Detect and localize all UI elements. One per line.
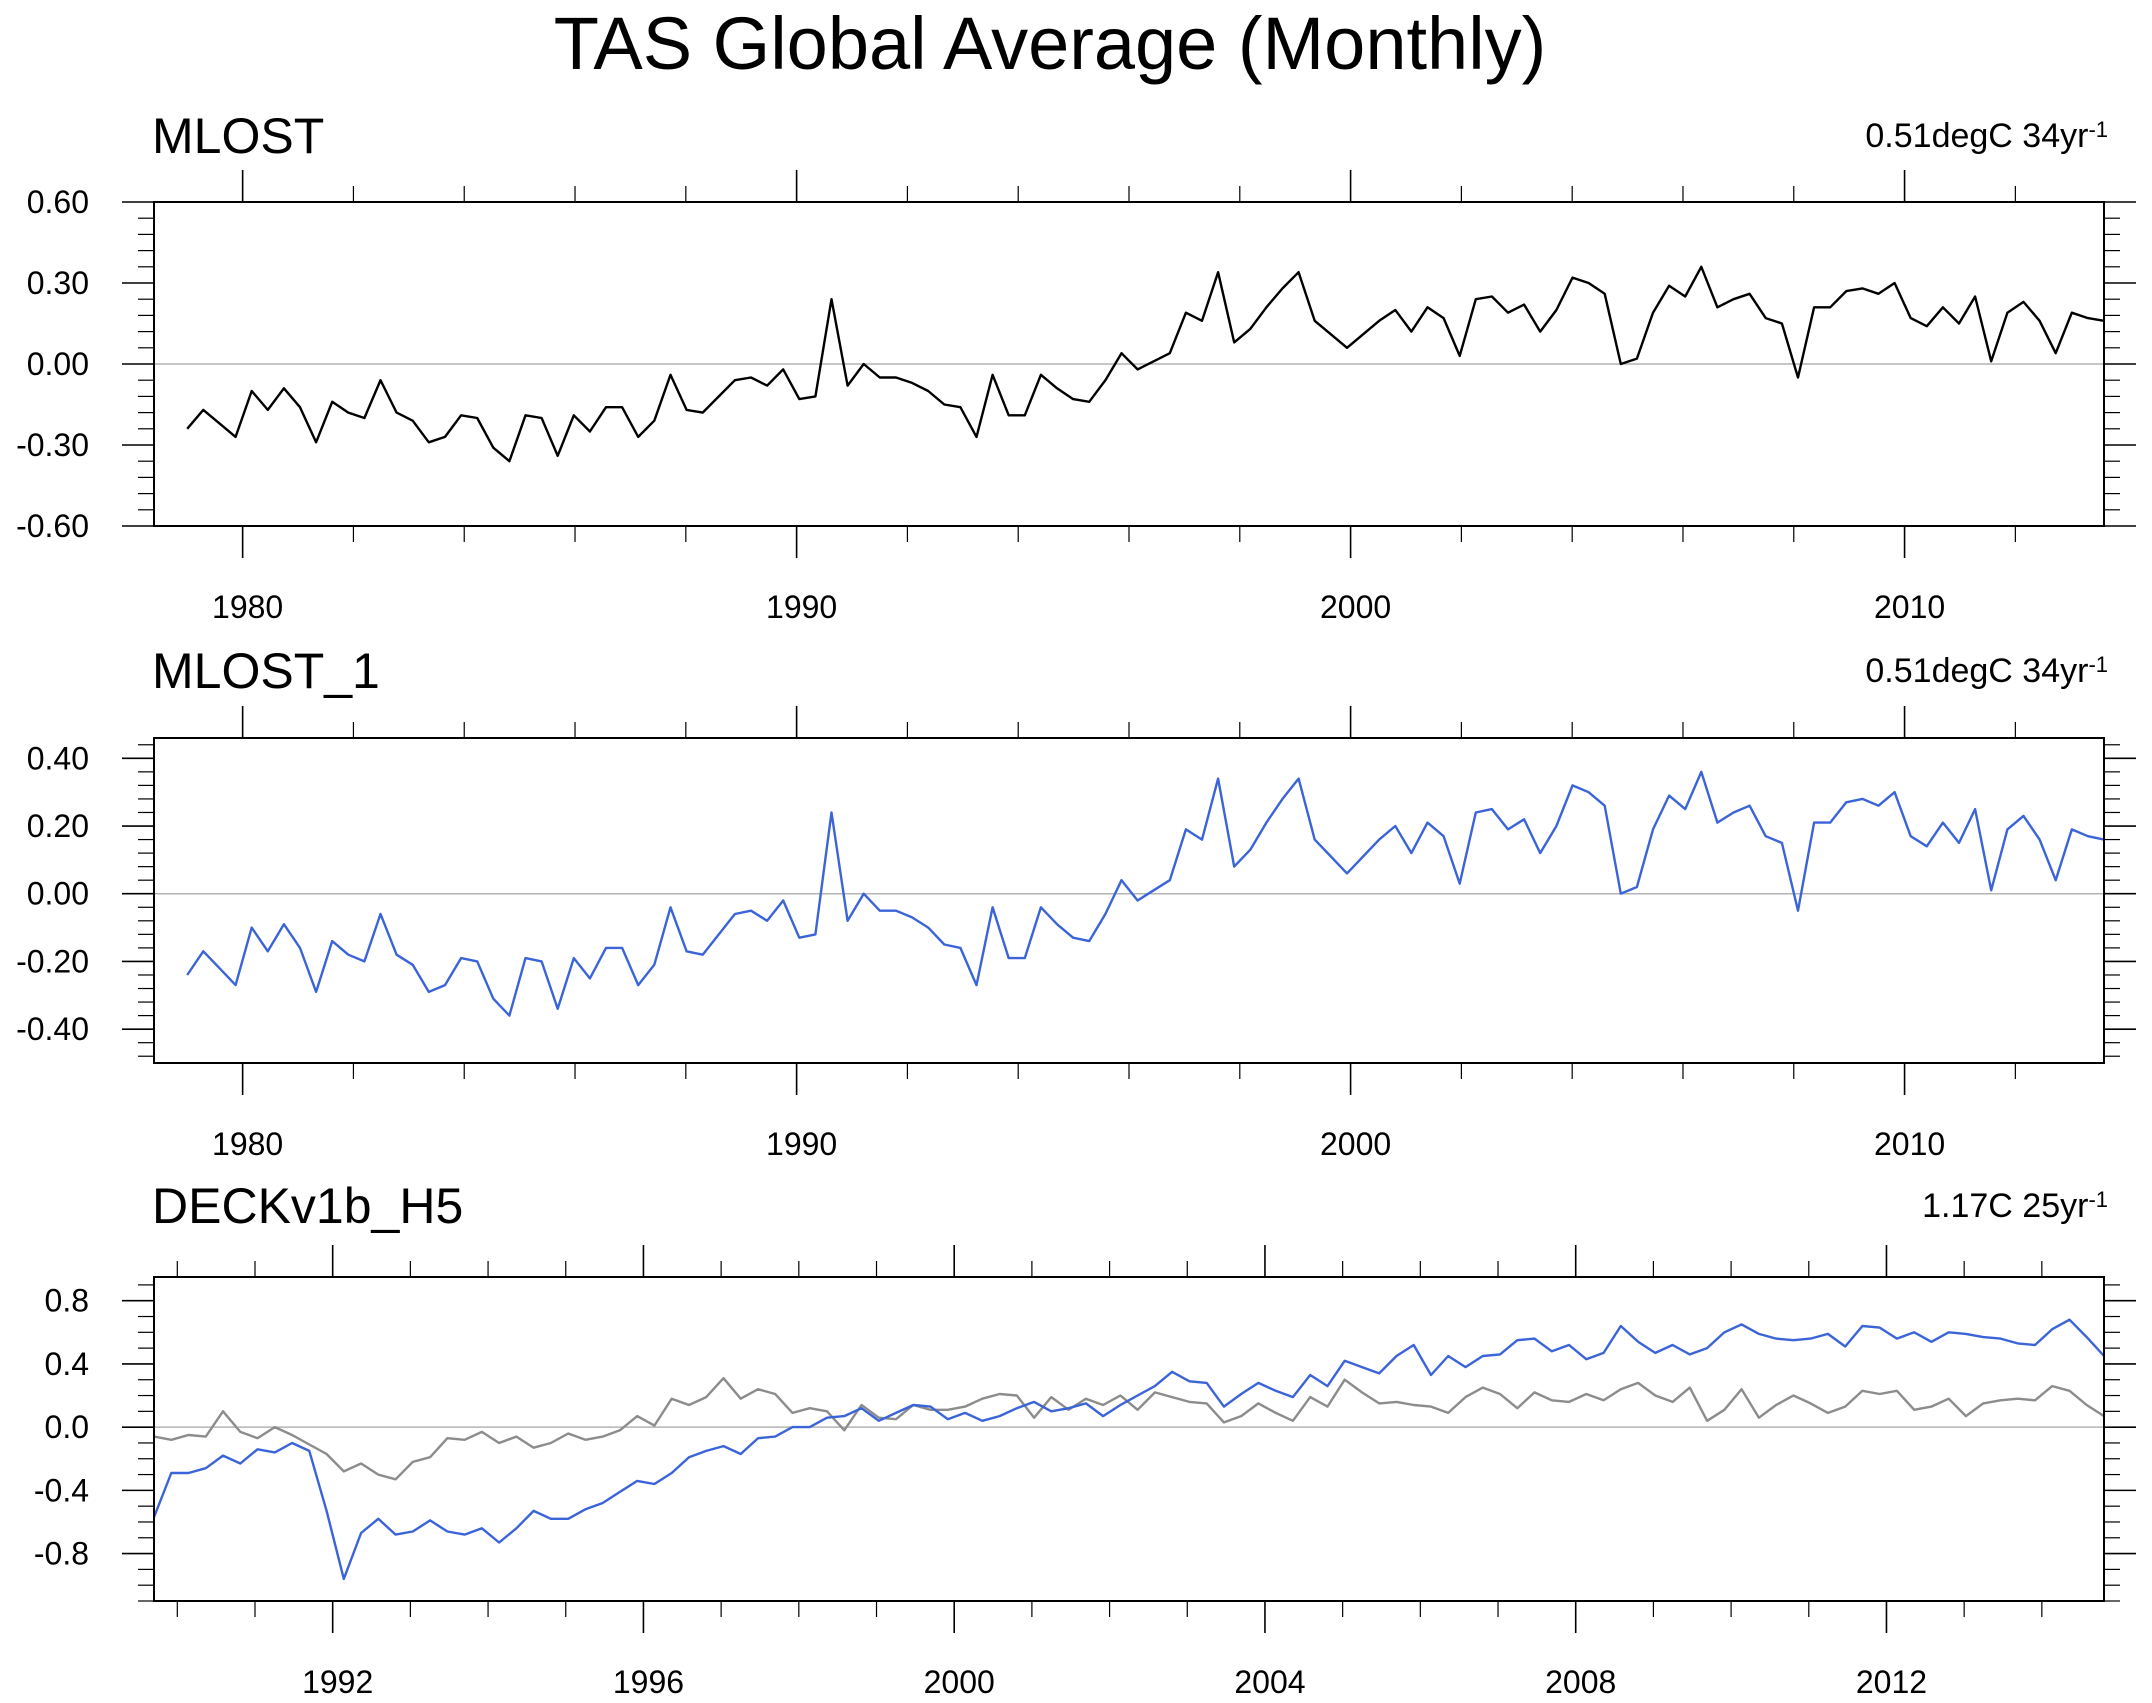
- panel-1-x-tick-label: 1980: [212, 589, 283, 625]
- panel-3-x-tick-label: 1996: [613, 1664, 684, 1700]
- panel-1: -0.60 -0.30 0.00 0.30 0.60 1980 1990 2000 2010: [16, 170, 2136, 625]
- panel-1-x-tick-label: 2010: [1874, 589, 1945, 625]
- panel-3-title: DECKv1b_H5: [152, 1178, 464, 1234]
- panel-3-x-tick-label: 2004: [1234, 1664, 1305, 1700]
- panel-3-trend-sup: -1: [2088, 1187, 2108, 1212]
- panel-2-y-tick-label: -0.20: [16, 943, 89, 979]
- panel-1-axes: -0.60 -0.30 0.00 0.30 0.60 1980 1990 2000 2010: [16, 170, 2136, 625]
- panel-2-trend-sup: -1: [2088, 652, 2108, 677]
- panel-3-x-tick-label: 2012: [1856, 1664, 1927, 1700]
- panel-1-frame: [153, 201, 2105, 527]
- panel-1-y-tick-label: 0.00: [27, 346, 89, 382]
- panel-1-y-tick-label: -0.60: [16, 508, 89, 544]
- panel-3-series-deckv1b-h5: [152, 1318, 2105, 1581]
- panel-2: -0.40 -0.20 0.00 0.20 0.40 1980 1990 2000 2010: [16, 706, 2136, 1162]
- panel-2-axes: -0.40 -0.20 0.00 0.20 0.40 1980 1990 2000 2010: [16, 706, 2136, 1162]
- panel-1-title: MLOST: [152, 108, 325, 164]
- panel-2-y-tick-label: -0.40: [16, 1011, 89, 1047]
- panel-3-trend-label: 1.17C 25yr-1: [1922, 1186, 2108, 1226]
- panel-2-x-tick-label: 1990: [766, 1126, 837, 1162]
- panel-1-trend-label: 0.51degC 34yr-1: [1865, 116, 2108, 156]
- panel-1-y-tick-label: 0.30: [27, 265, 89, 301]
- panel-3-y-tick-label: 0.4: [45, 1346, 89, 1382]
- panel-2-series-mlost-1: [186, 770, 2105, 1017]
- panel-2-trend-text: 0.51degC 34yr: [1865, 652, 2089, 690]
- panel-2-y-tick-label: 0.00: [27, 876, 89, 912]
- panel-1-trend-sup: -1: [2088, 117, 2108, 142]
- panel-2-x-tick-label: 2000: [1320, 1126, 1391, 1162]
- panel-2-y-tick-label: 0.20: [27, 808, 89, 844]
- panel-1-x-tick-label: 1990: [766, 589, 837, 625]
- panel-3-trend-text: 1.17C 25yr: [1922, 1187, 2089, 1225]
- panel-3-y-tick-label: 0.8: [45, 1283, 89, 1319]
- panel-2-x-tick-label: 2010: [1874, 1126, 1945, 1162]
- panel-3-y-tick-label: -0.4: [34, 1472, 89, 1508]
- panel-1-y-tick-label: 0.60: [27, 184, 89, 220]
- panel-3-frame: [153, 1276, 2105, 1602]
- panel-3-y-tick-label: 0.0: [45, 1409, 89, 1445]
- panel-1-x-tick-label: 2000: [1320, 589, 1391, 625]
- chart-title: TAS Global Average (Monthly): [553, 2, 1547, 85]
- panel-2-title: MLOST_1: [152, 643, 380, 699]
- panel-3-y-tick-label: -0.8: [34, 1536, 89, 1572]
- panel-3-axes: -0.8 -0.4 0.0 0.4 0.8 1992 1996 2000 2004 2008 201…: [34, 1245, 2136, 1700]
- panel-3-x-tick-label: 1992: [302, 1664, 373, 1700]
- panel-3: -0.8 -0.4 0.0 0.4 0.8 1992 1996 2000 2004 2008 201…: [34, 1245, 2136, 1700]
- panel-2-x-tick-label: 1980: [212, 1126, 283, 1162]
- panel-3-x-tick-label: 2008: [1545, 1664, 1616, 1700]
- panel-1-series-mlost: [186, 265, 2105, 463]
- panel-3-series-mlost: [153, 1376, 2105, 1481]
- panel-1-trend-text: 0.51degC 34yr: [1865, 117, 2089, 155]
- panel-2-y-tick-label: 0.40: [27, 740, 89, 776]
- panel-1-y-tick-label: -0.30: [16, 427, 89, 463]
- panel-2-trend-label: 0.51degC 34yr-1: [1865, 651, 2108, 691]
- panel-2-frame: [153, 737, 2105, 1064]
- panel-3-x-tick-label: 2000: [924, 1664, 995, 1700]
